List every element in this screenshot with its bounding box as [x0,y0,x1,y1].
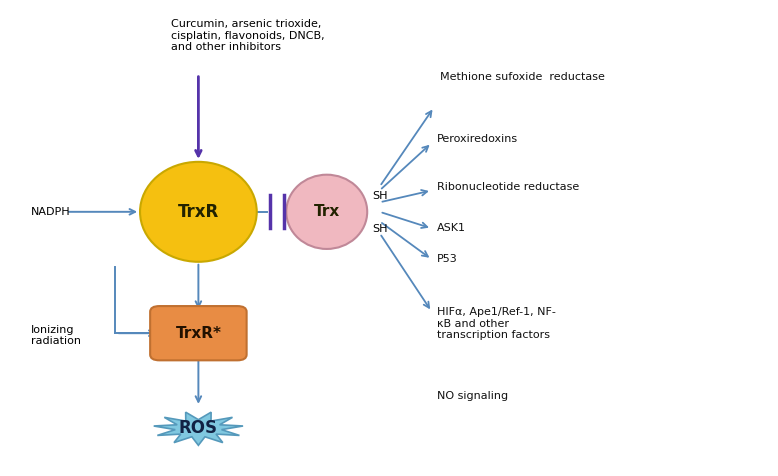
Text: Ribonucleotide reductase: Ribonucleotide reductase [437,181,580,192]
Text: HIFα, Ape1/Ref-1, NF-
κB and other
transcription factors: HIFα, Ape1/Ref-1, NF- κB and other trans… [437,307,556,340]
Text: ASK1: ASK1 [437,223,466,234]
Ellipse shape [286,175,367,249]
Text: NADPH: NADPH [31,207,71,217]
Ellipse shape [140,162,257,262]
Text: Trx: Trx [314,204,340,219]
FancyBboxPatch shape [150,306,247,360]
Polygon shape [154,412,243,445]
Text: TrxR: TrxR [177,203,219,221]
Text: Ionizing
radiation: Ionizing radiation [31,325,81,347]
Text: Curcumin, arsenic trioxide,
cisplatin, flavonoids, DNCB,
and other inhibitors: Curcumin, arsenic trioxide, cisplatin, f… [171,19,324,52]
Text: SH: SH [372,191,387,201]
Text: SH: SH [372,224,387,235]
Text: Methione sufoxide  reductase: Methione sufoxide reductase [440,72,605,82]
Text: ROS: ROS [179,419,218,437]
Text: P53: P53 [437,254,458,265]
Text: TrxR*: TrxR* [175,326,222,341]
Text: NO signaling: NO signaling [437,391,508,401]
Text: Peroxiredoxins: Peroxiredoxins [437,134,518,144]
